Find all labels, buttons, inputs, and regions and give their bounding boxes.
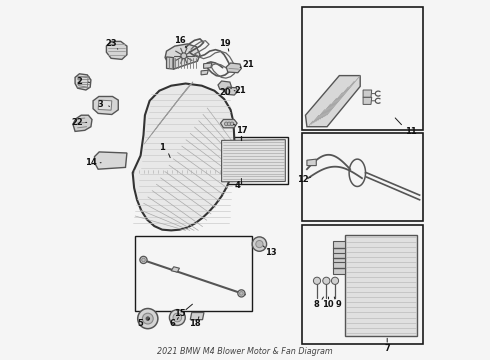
Circle shape xyxy=(143,313,153,324)
Circle shape xyxy=(138,309,158,329)
Text: 16: 16 xyxy=(173,36,185,45)
Text: 8: 8 xyxy=(314,300,319,309)
Polygon shape xyxy=(224,87,238,95)
Polygon shape xyxy=(93,96,118,114)
Polygon shape xyxy=(190,312,204,320)
Circle shape xyxy=(238,290,245,297)
Circle shape xyxy=(173,313,182,322)
Circle shape xyxy=(142,258,145,262)
Text: 1: 1 xyxy=(159,143,165,152)
Circle shape xyxy=(252,237,267,251)
Text: 23: 23 xyxy=(105,40,117,49)
Text: 21: 21 xyxy=(242,60,254,69)
Polygon shape xyxy=(171,267,179,272)
Polygon shape xyxy=(305,76,360,127)
Circle shape xyxy=(140,256,147,264)
Text: 22: 22 xyxy=(72,118,83,127)
Polygon shape xyxy=(201,70,208,75)
Circle shape xyxy=(323,277,330,284)
Bar xyxy=(302,133,423,221)
Polygon shape xyxy=(133,84,235,230)
Text: 4: 4 xyxy=(234,181,240,190)
Circle shape xyxy=(240,292,243,295)
Text: 10: 10 xyxy=(322,300,334,309)
Polygon shape xyxy=(218,81,231,91)
Bar xyxy=(302,225,423,344)
Circle shape xyxy=(224,122,228,126)
Text: 21: 21 xyxy=(235,86,246,95)
Bar xyxy=(333,262,345,274)
Polygon shape xyxy=(204,63,212,68)
Polygon shape xyxy=(98,100,112,110)
Circle shape xyxy=(227,122,231,126)
Polygon shape xyxy=(75,74,91,90)
Circle shape xyxy=(256,240,263,248)
Polygon shape xyxy=(220,120,237,128)
Bar xyxy=(345,235,417,336)
Text: 14: 14 xyxy=(85,158,97,167)
Polygon shape xyxy=(95,152,127,169)
Bar xyxy=(333,241,345,254)
Circle shape xyxy=(146,317,149,320)
Circle shape xyxy=(230,122,234,126)
Bar xyxy=(333,253,345,264)
Bar xyxy=(302,7,423,130)
Text: 3: 3 xyxy=(98,100,103,109)
Polygon shape xyxy=(165,44,200,69)
Polygon shape xyxy=(167,57,174,69)
Text: 6: 6 xyxy=(170,320,175,328)
Text: 9: 9 xyxy=(336,300,342,309)
Circle shape xyxy=(181,53,187,59)
Bar xyxy=(135,236,252,311)
Polygon shape xyxy=(307,159,316,166)
Text: 20: 20 xyxy=(220,88,231,97)
Text: 15: 15 xyxy=(173,309,185,318)
Text: 17: 17 xyxy=(236,126,248,135)
Text: 11: 11 xyxy=(405,127,417,136)
Text: 5: 5 xyxy=(138,320,144,328)
Polygon shape xyxy=(226,63,242,73)
Text: 7: 7 xyxy=(384,344,390,353)
Text: 18: 18 xyxy=(189,320,200,328)
Polygon shape xyxy=(363,97,372,104)
Text: 12: 12 xyxy=(297,175,309,184)
Text: 13: 13 xyxy=(265,248,277,257)
Circle shape xyxy=(314,277,320,284)
Bar xyxy=(220,137,288,184)
Text: 2: 2 xyxy=(76,77,82,85)
Polygon shape xyxy=(221,140,285,182)
Circle shape xyxy=(170,310,185,325)
Circle shape xyxy=(331,277,339,284)
Polygon shape xyxy=(363,90,372,97)
Polygon shape xyxy=(106,41,127,59)
Text: 2021 BMW M4 Blower Motor & Fan Diagram: 2021 BMW M4 Blower Motor & Fan Diagram xyxy=(157,347,333,356)
Polygon shape xyxy=(73,115,92,131)
Text: 19: 19 xyxy=(220,39,231,48)
